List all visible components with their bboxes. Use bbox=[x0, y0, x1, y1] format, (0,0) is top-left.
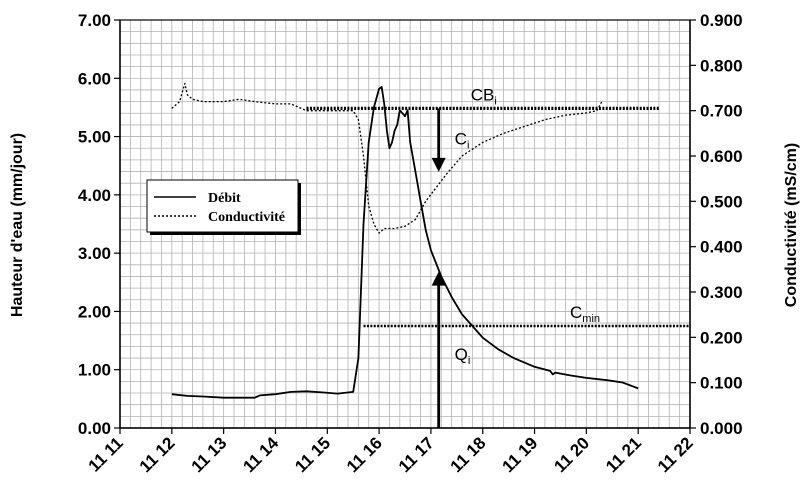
annotation-label-qi: Qi bbox=[455, 345, 471, 367]
y-right-tick-label: 0.300 bbox=[700, 283, 743, 302]
y-axis-right-title: Conductivité (mS/cm) bbox=[783, 143, 800, 307]
y-right-tick-label: 0.400 bbox=[700, 238, 743, 257]
x-tick-label: 11 12 bbox=[136, 433, 179, 476]
x-tick-label: 11 13 bbox=[188, 433, 231, 476]
reference-label-cbi: CBi bbox=[471, 85, 497, 107]
y-axis-left-title: Hauteur d'eau (mm/jour) bbox=[9, 133, 26, 317]
annotation-label-ci: Ci bbox=[455, 129, 470, 151]
legend-box bbox=[146, 179, 299, 233]
y-right-tick-label: 0.800 bbox=[700, 56, 743, 75]
y-right-tick-label: 0.200 bbox=[700, 328, 743, 347]
series-line-conductivite bbox=[171, 82, 603, 234]
legend-label-debit: Débit bbox=[208, 191, 241, 206]
x-tick-label: 11 15 bbox=[291, 433, 334, 476]
x-tick-label: 11 18 bbox=[447, 433, 490, 476]
reference-lines: CBi Cmin bbox=[306, 85, 690, 328]
y-right-tick-label: 0.900 bbox=[700, 11, 743, 30]
y-right-tick-label: 0.100 bbox=[700, 374, 743, 393]
annotations: Ci Qi bbox=[431, 108, 471, 428]
y-left-tick-label: 3.00 bbox=[78, 244, 111, 263]
legend: Débit Conductivité bbox=[146, 179, 301, 235]
legend-label-conductivite: Conductivité bbox=[208, 210, 285, 225]
series bbox=[171, 82, 639, 399]
y-left-tick-label: 6.00 bbox=[78, 69, 111, 88]
x-tick-label: 11 22 bbox=[654, 433, 697, 476]
y-left-tick-label: 4.00 bbox=[78, 186, 111, 205]
series-line-debit bbox=[171, 86, 639, 399]
y-right-tick-label: 0.600 bbox=[700, 147, 743, 166]
annotation-arrow-head bbox=[431, 271, 446, 286]
x-tick-label: 11 21 bbox=[602, 433, 645, 476]
x-tick-label: 11 20 bbox=[550, 433, 593, 476]
y-left-tick-label: 1.00 bbox=[78, 361, 111, 380]
y-right-tick-label: 0.700 bbox=[700, 102, 743, 121]
x-tick-label: 11 11 bbox=[85, 433, 127, 475]
x-tick-label: 11 14 bbox=[239, 433, 282, 476]
x-tick-label: 11 19 bbox=[499, 433, 542, 476]
reference-label-cmin: Cmin bbox=[570, 303, 600, 325]
annotation-arrow-head bbox=[431, 157, 446, 172]
y-left-tick-label: 0.00 bbox=[78, 419, 111, 438]
x-tick-label: 11 17 bbox=[395, 433, 438, 476]
y-right-tick-label: 0.500 bbox=[700, 192, 743, 211]
y-left-tick-label: 5.00 bbox=[78, 128, 111, 147]
y-left-tick-label: 7.00 bbox=[78, 11, 111, 30]
x-tick-label: 11 16 bbox=[343, 433, 386, 476]
y-right-tick-label: 0.000 bbox=[700, 419, 743, 438]
y-left-tick-label: 2.00 bbox=[78, 302, 111, 321]
